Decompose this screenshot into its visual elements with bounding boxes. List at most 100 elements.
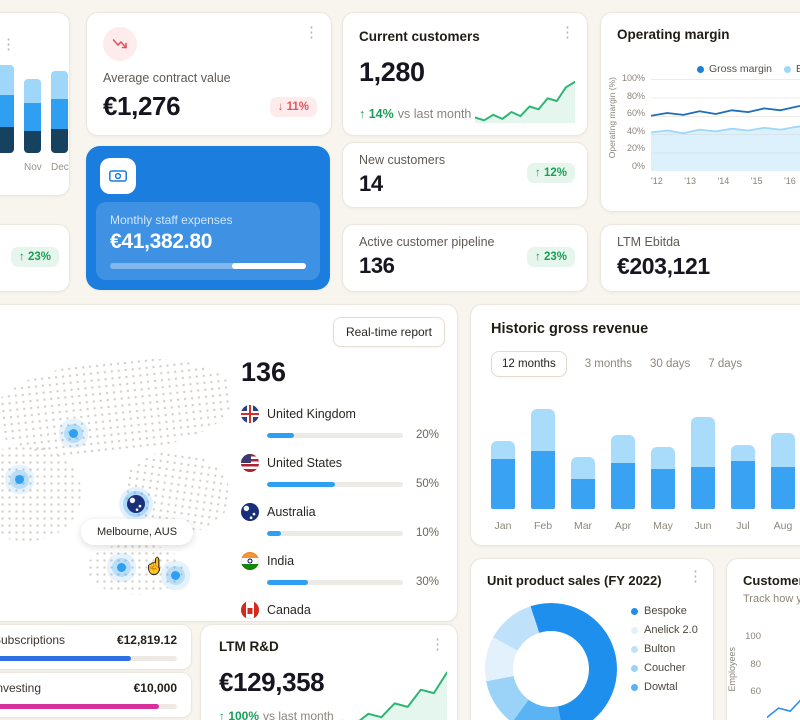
- real-time-report-button[interactable]: Real-time report: [332, 317, 445, 347]
- revenue-month-labels: Jan Feb Mar Apr May Jun Jul Aug: [491, 520, 795, 532]
- country-progress: [267, 530, 403, 536]
- ltm-rd-title: LTM R&D: [219, 639, 279, 654]
- y-tick: 20%: [626, 143, 645, 154]
- mini-bar-chart: [0, 65, 68, 153]
- revenue-month-label: Aug: [773, 520, 793, 532]
- new-customers-card: New customers 14 ↑ 12%: [342, 142, 588, 208]
- country-name: Canada: [267, 603, 311, 617]
- revenue-bar: [571, 457, 595, 509]
- country-progress-fill: [267, 579, 308, 585]
- y-tick: 80: [750, 658, 761, 670]
- revenue-range-tabs: 12 months 3 months 30 days 7 days: [491, 351, 742, 377]
- current-customers-value: 1,280: [359, 57, 425, 87]
- revenue-bar: [611, 435, 635, 509]
- delta-value: ↑ 14%: [359, 107, 394, 121]
- country-progress: [267, 432, 403, 438]
- y-axis-ticks: 100 80 60: [741, 631, 761, 697]
- country-progress: [267, 481, 403, 487]
- revenue-bar: [491, 441, 515, 509]
- legend-label: Gross margin: [709, 63, 773, 75]
- map-total-value: 136: [241, 357, 287, 387]
- x-axis-label: Month: [651, 190, 800, 200]
- country-progress-fill: [267, 432, 295, 438]
- subscriptions-value: €12,819.12: [116, 633, 177, 647]
- tab-12-months[interactable]: 12 months: [491, 351, 567, 377]
- y-tick: 60: [750, 686, 761, 697]
- revenue-month-label: Jun: [694, 520, 712, 532]
- country-name: United States: [267, 456, 343, 470]
- delta-badge: ↓ 11%: [269, 97, 317, 117]
- kebab-menu-icon[interactable]: ⋮: [1, 36, 16, 53]
- delta-badge: ↑ 23%: [11, 247, 59, 267]
- us-flag-icon: [241, 454, 259, 472]
- ltm-rd-delta: ↑ 100% vs last month: [219, 709, 334, 720]
- month-label: Nov: [24, 162, 42, 173]
- x-tick: '12: [651, 176, 663, 186]
- legend-dot: [784, 65, 792, 73]
- revenue-month-label: Jan: [494, 520, 512, 532]
- x-tick: '13: [684, 176, 696, 186]
- revenue-month-label: May: [653, 520, 673, 532]
- tab-3-months[interactable]: 3 months: [584, 358, 633, 370]
- staff-expenses-panel: Monthly staff expenses €41,382.80: [96, 202, 320, 280]
- delta-note: vs last month: [397, 107, 472, 121]
- staff-expenses-value: €41,382.80: [110, 230, 213, 253]
- avg-contract-value: €1,276: [103, 91, 181, 121]
- map-marker[interactable]: [69, 429, 78, 438]
- map-marker-australia[interactable]: [127, 495, 145, 513]
- customer-map-card: Real-time report Melbourne, AUS ☝ 136 Un…: [0, 304, 458, 637]
- country-name: India: [267, 554, 295, 568]
- progress-fill: [0, 656, 131, 661]
- y-axis-ticks: 100% 80% 60% 40% 20% 0%: [617, 73, 645, 171]
- x-tick: '16: [784, 176, 796, 186]
- map-marker[interactable]: [171, 571, 180, 580]
- kebab-menu-icon[interactable]: ⋮: [560, 24, 575, 41]
- y-tick: 60%: [626, 108, 645, 119]
- y-tick: 0%: [631, 160, 645, 171]
- ltm-ebitda-title: LTM Ebitda: [617, 235, 680, 249]
- revenue-bar: [731, 445, 755, 509]
- country-row: Australia 10%: [241, 503, 439, 539]
- tab-30-days[interactable]: 30 days: [650, 358, 691, 370]
- investing-value: €10,000: [133, 681, 177, 695]
- pipeline-card: Active customer pipeline 136 ↑ 23%: [342, 224, 588, 292]
- kebab-menu-icon[interactable]: ⋮: [688, 568, 703, 585]
- country-row: United States 50%: [241, 454, 439, 490]
- legend-item: Bespoke: [631, 605, 698, 617]
- ltm-ebitda-value: €203,121: [617, 253, 710, 279]
- pipeline-value: 136: [359, 253, 395, 278]
- avg-contract-card: ⋮ Average contract value €1,276 ↓ 11%: [86, 12, 332, 136]
- map-marker[interactable]: [15, 475, 24, 484]
- ltm-rd-value: €129,358: [219, 667, 325, 697]
- map-marker[interactable]: [117, 563, 126, 572]
- revenue-bar: [771, 433, 795, 509]
- tab-7-days[interactable]: 7 days: [708, 358, 743, 370]
- historic-revenue-card: Historic gross revenue 12 months 3 month…: [470, 304, 800, 546]
- revenue-bar: [691, 417, 715, 509]
- legend-item: Coucher: [631, 662, 698, 674]
- country-row: India 30%: [241, 552, 439, 588]
- legend-item: Bulton: [631, 643, 698, 655]
- new-customers-value: 14: [359, 171, 383, 196]
- mini-metric-card: ⋮ Nov Dec: [0, 12, 70, 196]
- legend-dot: [631, 645, 638, 653]
- progress-fill: [231, 263, 306, 269]
- kebab-menu-icon[interactable]: ⋮: [430, 636, 445, 653]
- investing-label: Investing: [0, 681, 42, 695]
- y-axis-label: Operating margin (%): [607, 77, 617, 159]
- country-percent: 30%: [415, 576, 439, 588]
- cursor-icon: ☝: [145, 558, 164, 575]
- investing-progress: [0, 704, 177, 709]
- subscriptions-row: Subscriptions €12,819.12: [0, 624, 192, 670]
- australia-flag-icon: [241, 503, 259, 521]
- new-customers-title: New customers: [359, 153, 446, 167]
- legend-item: Dowtal: [631, 681, 698, 693]
- kebab-menu-icon[interactable]: ⋮: [304, 24, 319, 41]
- unit-sales-legend: Bespoke Anelick 2.0 Bulton Coucher Dowta…: [631, 605, 698, 693]
- customer-growth-card: Customer growth Track how your team is g…: [726, 558, 800, 720]
- y-tick: 40%: [626, 125, 645, 136]
- revenue-month-label: Jul: [736, 520, 750, 532]
- revenue-bars: [491, 409, 795, 509]
- map-landmass: [87, 543, 183, 595]
- country-name: United Kingdom: [267, 407, 356, 421]
